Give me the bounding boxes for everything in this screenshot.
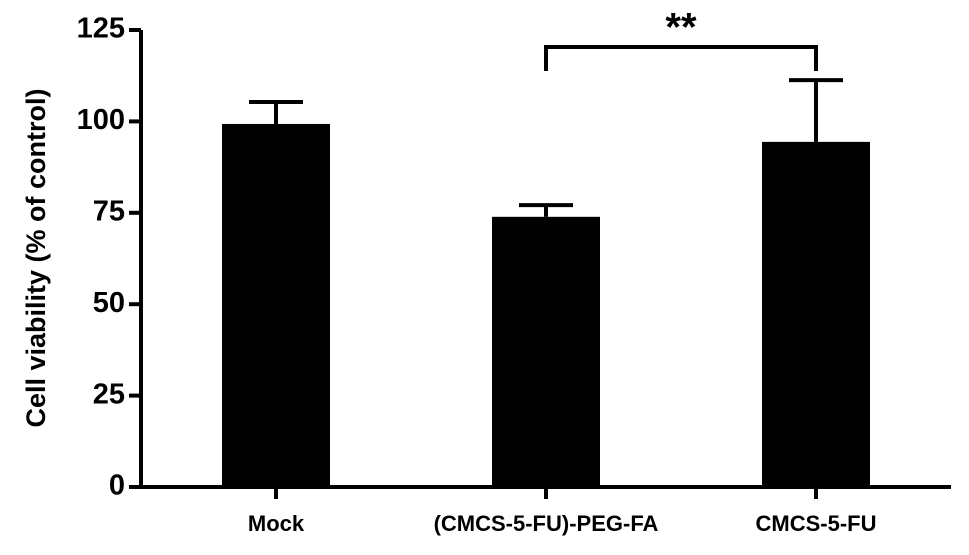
y-tick-label: 25 <box>93 378 125 410</box>
bar <box>762 141 870 487</box>
x-tick-label: CMCS-5-FU <box>756 511 877 536</box>
bar <box>222 123 330 487</box>
x-tick-label: (CMCS-5-FU)-PEG-FA <box>434 511 659 536</box>
annotation: ** <box>665 6 697 50</box>
y-tick-label: 0 <box>109 470 125 502</box>
x-tick-label: Mock <box>248 511 305 536</box>
y-tick-label: 75 <box>93 195 125 227</box>
y-axis-label: Cell viability (% of control) <box>21 88 51 427</box>
y-tick-label: 100 <box>77 104 125 136</box>
significance-bracket <box>544 45 818 71</box>
bar <box>492 216 600 487</box>
y-tick-label: 50 <box>93 287 125 319</box>
y-tick-label: 125 <box>77 13 125 45</box>
